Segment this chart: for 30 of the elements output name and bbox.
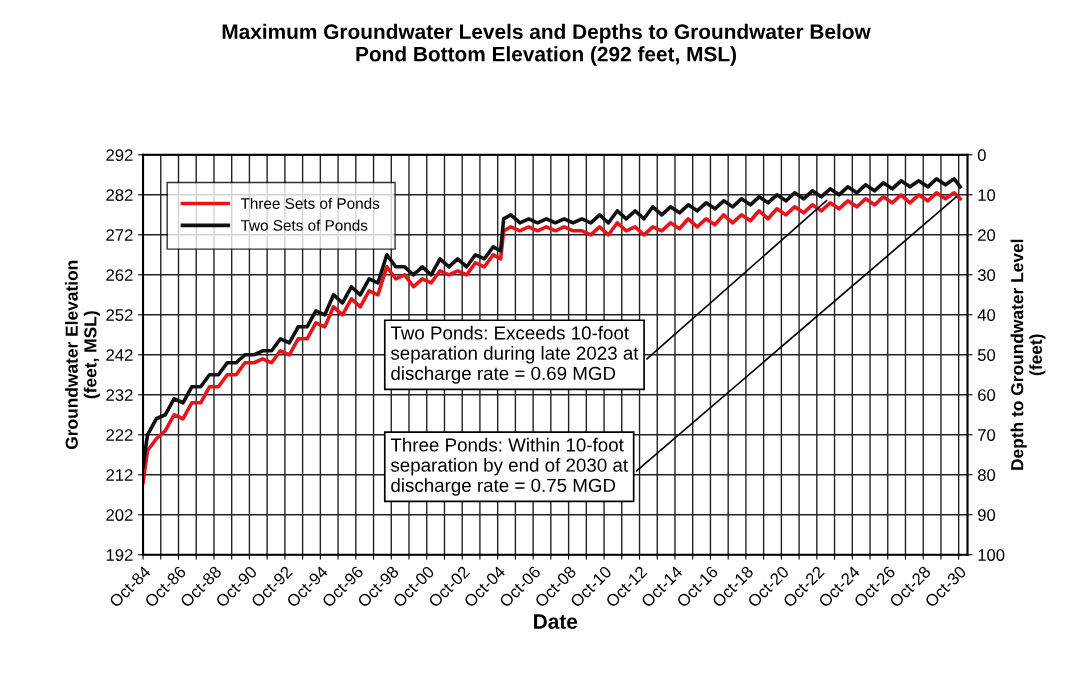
y2-tick-label: 90 (978, 509, 996, 521)
annotation: Two Ponds: Exceeds 10-foot separation during late 2023 at discharge rate = 0.69 MGD (390, 325, 639, 384)
y2-tick-label: 10 (978, 189, 996, 202)
y2-tick-label: 100 (978, 549, 1005, 561)
y-tick-label: 272 (106, 229, 133, 241)
y-tick-label: 252 (106, 309, 133, 321)
y2-tick-label: 50 (977, 349, 996, 361)
y-tick-label: 242 (106, 349, 133, 361)
x-axis-title: Date (534, 614, 578, 629)
y-tick-label: 232 (106, 389, 133, 401)
y2-tick-label: 20 (978, 229, 996, 241)
y2-axis-title: Depth to Groundwater Level (feet) (1010, 239, 1046, 470)
y-tick-label: 292 (106, 149, 133, 162)
chart-title: Maximum Groundwater Levels and Depths to Groundwater Below Pond Bottom Elevation (292 feet, MSL) (222, 23, 871, 66)
y2-tick-label: 80 (977, 469, 996, 481)
legend-label: Two Sets of Ponds (240, 219, 368, 231)
y-tick-label: 262 (106, 269, 133, 281)
y-axis-title: Groundwater Elevation (feet, MSL) (65, 260, 100, 450)
y-tick-label: 212 (106, 469, 133, 481)
y2-tick-label: 40 (977, 309, 996, 321)
y-tick-label: 202 (106, 509, 133, 521)
legend-label: Three Sets of Ponds (240, 197, 380, 209)
annotation: Three Ponds: Within 10-foot separation by end of 2030 at discharge rate = 0.75 MGD (390, 437, 628, 496)
y2-tick-label: 70 (978, 429, 996, 441)
y-tick-label: 282 (106, 189, 133, 202)
y2-tick-label: 0 (977, 149, 986, 162)
y2-tick-label: 60 (978, 389, 996, 401)
y-tick-label: 192 (106, 549, 133, 561)
y2-tick-label: 30 (977, 269, 996, 281)
y-tick-label: 222 (106, 429, 133, 441)
